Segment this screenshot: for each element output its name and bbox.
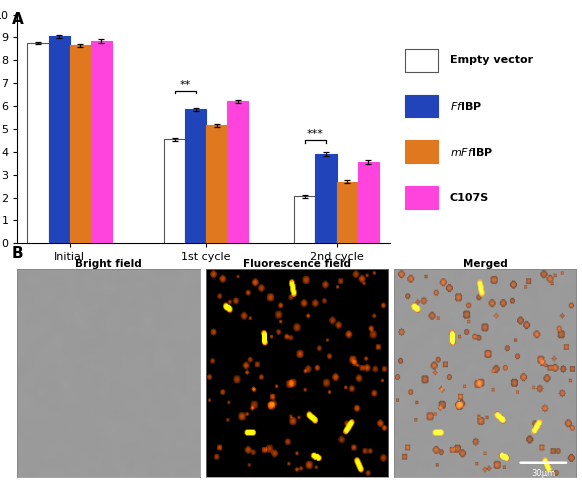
Bar (185, 110, 206, 243)
Text: $\it{Ff}$IBP: $\it{Ff}$IBP (449, 100, 482, 112)
Bar (294, 196, 315, 243)
Text: B: B (12, 246, 23, 261)
FancyBboxPatch shape (405, 140, 438, 163)
Bar (358, 162, 379, 243)
Text: A: A (12, 12, 23, 27)
Title: Bright field: Bright field (76, 259, 142, 269)
Text: **: ** (179, 80, 191, 90)
Bar (27, 43, 48, 243)
Bar (336, 182, 358, 243)
Bar (48, 37, 70, 243)
Bar (315, 154, 336, 243)
Text: C107S: C107S (449, 192, 489, 203)
FancyBboxPatch shape (405, 186, 438, 209)
FancyBboxPatch shape (405, 94, 438, 117)
Text: $\it{mFf}$IBP: $\it{mFf}$IBP (449, 146, 493, 158)
Text: 30μm: 30μm (531, 469, 555, 478)
FancyBboxPatch shape (405, 49, 438, 72)
Bar (228, 101, 249, 243)
Bar (164, 139, 185, 243)
Bar (91, 41, 112, 243)
Title: Fluorescence field: Fluorescence field (243, 259, 351, 269)
Text: Empty vector: Empty vector (449, 56, 533, 65)
Bar (206, 126, 228, 243)
Text: ***: *** (307, 130, 324, 139)
Title: Merged: Merged (463, 259, 508, 269)
Bar (70, 45, 91, 243)
